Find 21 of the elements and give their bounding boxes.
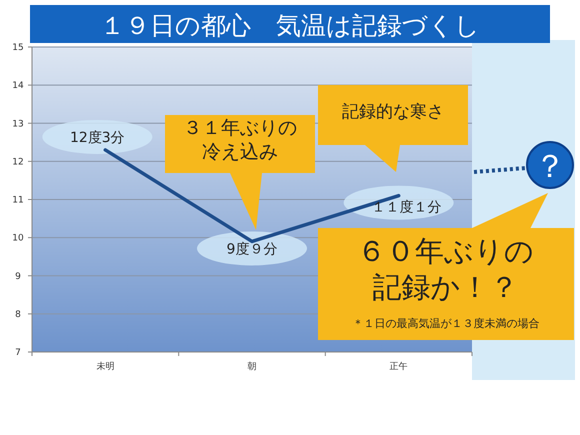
x-tick-label: 朝 (248, 361, 256, 372)
annotation: ＊１日の最高気温が１３度未満の場合 (352, 317, 540, 331)
annotation: 記録的な寒さ (341, 102, 445, 124)
y-tick-label: 11 (12, 196, 24, 206)
y-tick-label: 12 (12, 157, 24, 168)
x-tick-label: 未明 (96, 361, 114, 372)
annotation: ６０年ぶりの記録か！？ (356, 233, 535, 306)
y-tick-label: 10 (12, 234, 24, 244)
y-tick-label: 9 (15, 272, 22, 282)
annotation: 9度９分 (226, 241, 278, 258)
text: ？ (534, 147, 566, 185)
y-tick-label: 14 (12, 81, 24, 92)
x-tick-label: 正午 (390, 361, 408, 372)
y-tick-label: 8 (15, 310, 22, 320)
y-tick-label: 15 (12, 43, 24, 53)
annotation: 12度3分 (70, 130, 125, 146)
chart-title: １９日の都心 気温は記録づくし (100, 11, 480, 40)
annotation: １１度１分 (372, 200, 442, 216)
annotation: ３１年ぶりの冷え込み (182, 117, 298, 164)
y-tick-label: 13 (12, 119, 24, 130)
y-tick-label: 7 (15, 348, 21, 358)
